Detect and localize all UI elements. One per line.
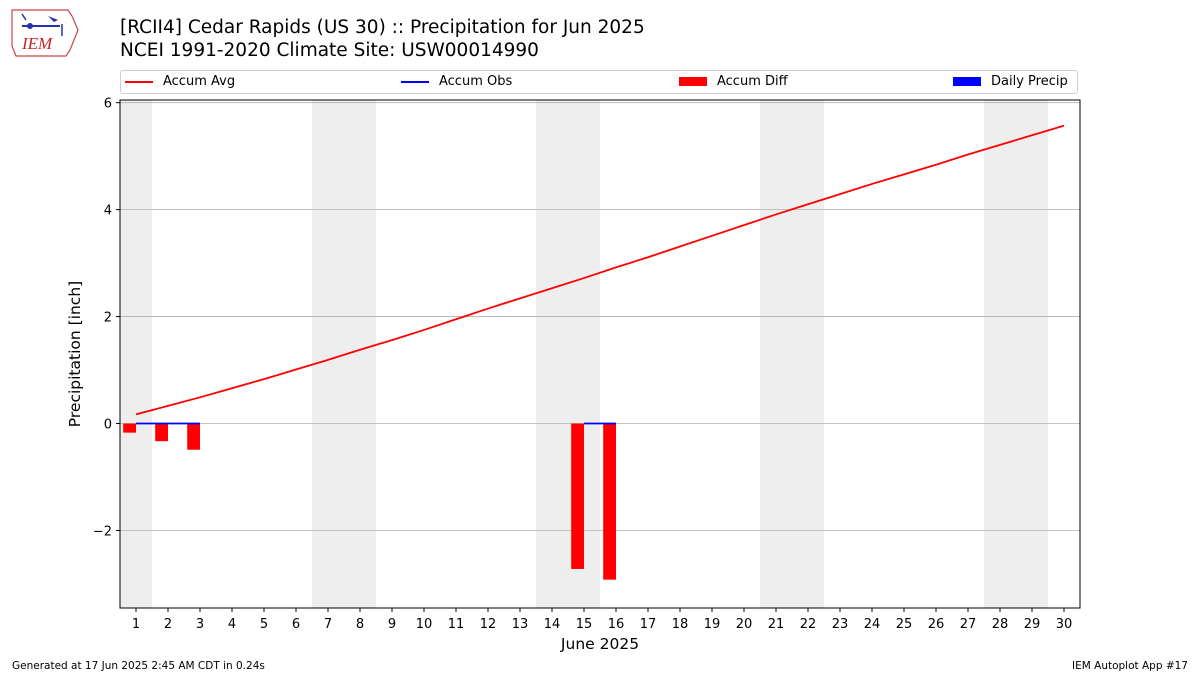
x-tick-label: 8 <box>356 617 364 632</box>
x-tick-label: 7 <box>324 617 332 632</box>
x-tick-label: 29 <box>1024 617 1041 632</box>
accum-diff-bar <box>123 423 136 433</box>
accum-diff-bar <box>571 423 584 569</box>
x-tick-label: 1 <box>132 617 140 632</box>
legend-item-accum-obs: Accum Obs <box>401 74 512 89</box>
weather-station-icon <box>21 13 63 36</box>
x-tick-label: 18 <box>672 617 689 632</box>
legend-item-accum-diff: Accum Diff <box>679 74 788 89</box>
chart-legend: Accum Avg Accum Obs Accum Diff Daily Pre… <box>120 70 1078 94</box>
x-tick-label: 5 <box>260 617 268 632</box>
x-tick-label: 26 <box>928 617 945 632</box>
y-tick-label: 2 <box>104 311 112 326</box>
x-tick-label: 13 <box>512 617 529 632</box>
iem-logo: IEM <box>11 9 79 57</box>
chart-subtitle: NCEI 1991-2020 Climate Site: USW00014990 <box>120 40 539 61</box>
weekend-band <box>120 100 152 608</box>
x-tick-label: 28 <box>992 617 1009 632</box>
x-tick-label: 25 <box>896 617 913 632</box>
chart-title: [RCII4] Cedar Rapids (US 30) :: Precipit… <box>120 17 645 38</box>
x-tick-label: 23 <box>832 617 849 632</box>
x-tick-label: 3 <box>196 617 204 632</box>
x-tick-label: 22 <box>800 617 817 632</box>
weekend-band <box>536 100 600 608</box>
accum-diff-bar <box>603 423 616 580</box>
app-credit: IEM Autoplot App #17 <box>1072 660 1188 672</box>
legend-label: Daily Precip <box>991 74 1068 89</box>
legend-line-red <box>125 80 153 83</box>
y-tick-label: 6 <box>104 97 112 112</box>
x-tick-label: 20 <box>736 617 753 632</box>
x-tick-label: 17 <box>640 617 657 632</box>
weekend-band <box>984 100 1048 608</box>
logo-text: IEM <box>21 34 53 53</box>
y-tick-label: 0 <box>104 418 112 433</box>
x-tick-label: 14 <box>544 617 561 632</box>
x-tick-label: 27 <box>960 617 977 632</box>
accum-diff-bar <box>187 423 200 450</box>
x-tick-label: 30 <box>1056 617 1073 632</box>
plot-frame <box>119 99 1081 609</box>
legend-label: Accum Diff <box>717 74 788 89</box>
x-tick-label: 11 <box>448 617 465 632</box>
legend-label: Accum Obs <box>439 74 513 89</box>
y-tick-label: 4 <box>104 204 112 219</box>
x-tick-label: 10 <box>416 617 433 632</box>
weekend-band <box>760 100 824 608</box>
generated-timestamp: Generated at 17 Jun 2025 2:45 AM CDT in … <box>12 660 265 672</box>
legend-item-accum-avg: Accum Avg <box>125 74 235 89</box>
y-axis-label: Precipitation [inch] <box>66 281 84 427</box>
x-axis-label: June 2025 <box>560 635 639 653</box>
accum-avg-line <box>135 124 1065 416</box>
x-tick-label: 9 <box>388 617 396 632</box>
accum-diff-bar <box>155 423 168 442</box>
legend-item-daily-precip: Daily Precip <box>953 74 1068 89</box>
iowa-outline-shape <box>11 9 79 57</box>
x-tick-label: 15 <box>576 617 593 632</box>
x-tick-label: 19 <box>704 617 721 632</box>
legend-swatch-blue <box>953 77 981 86</box>
x-tick-label: 24 <box>864 617 881 632</box>
y-tick-label: −2 <box>93 524 112 539</box>
x-tick-label: 2 <box>164 617 172 632</box>
legend-line-blue <box>401 80 429 83</box>
legend-swatch-red <box>679 77 707 86</box>
x-tick-label: 4 <box>228 617 236 632</box>
x-tick-label: 21 <box>768 617 785 632</box>
x-tick-label: 12 <box>480 617 497 632</box>
legend-label: Accum Avg <box>163 74 236 89</box>
x-tick-label: 6 <box>292 617 300 632</box>
x-tick-label: 16 <box>608 617 625 632</box>
